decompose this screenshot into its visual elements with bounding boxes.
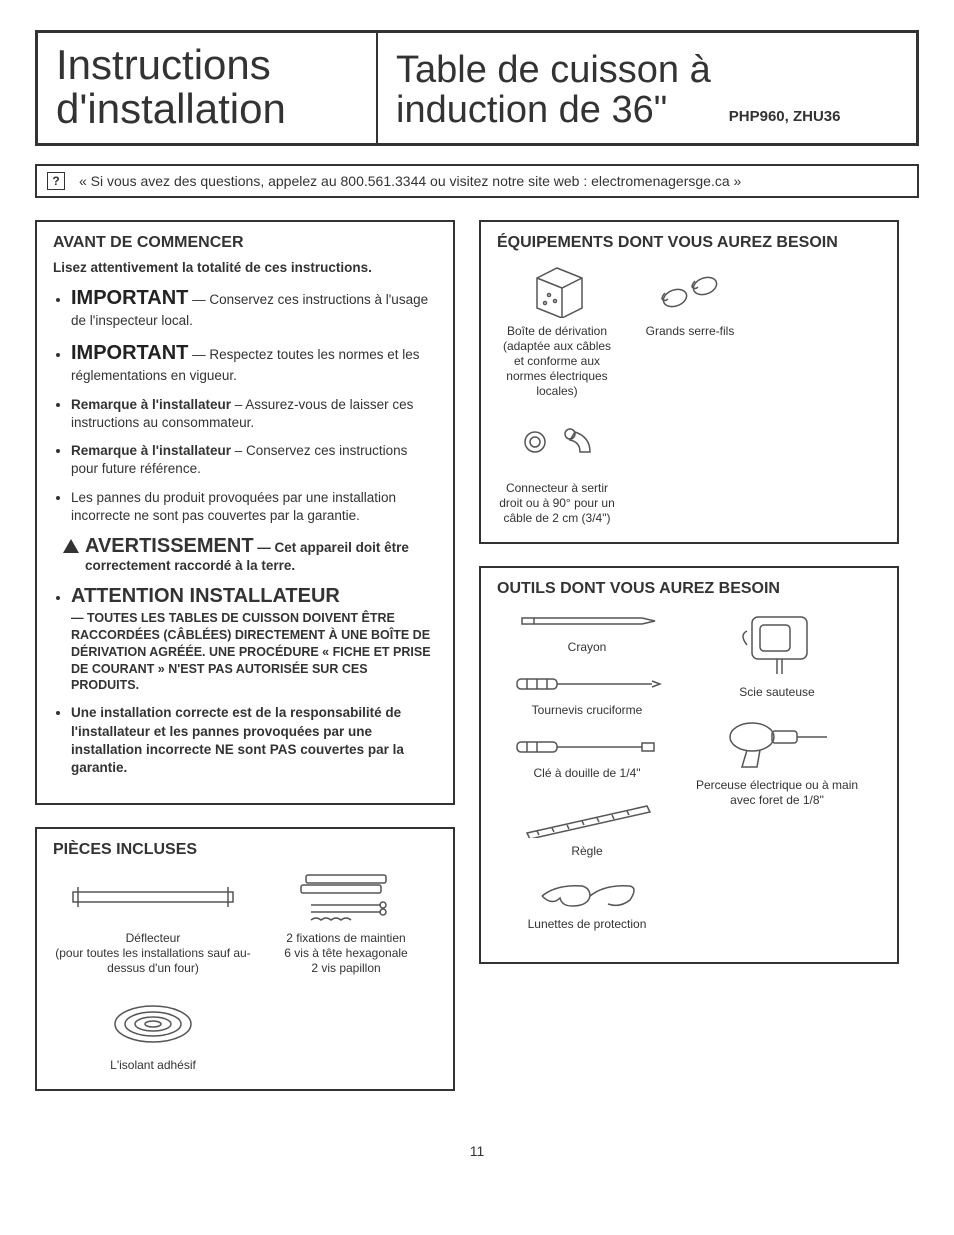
before-bullet1: IMPORTANT — Conservez ces instructions à… [71, 285, 437, 330]
part-brackets: 2 fixations de maintien 6 vis à tête hex… [271, 867, 421, 976]
header-left-line2: d'installation [56, 87, 358, 131]
wirenuts-label: Grands serre-fils [635, 324, 745, 339]
warning-row: AVERTISSEMENT — Cet appareil doit être c… [63, 535, 437, 573]
equipment-box: ÉQUIPEMENTS DONT VOUS AUREZ BESOIN Boîte… [479, 220, 899, 544]
junction-box-icon [497, 260, 617, 320]
equip-wire-nuts: Grands serre-fils [635, 260, 745, 399]
tool-saw: Scie sauteuse [687, 606, 867, 700]
before-list: IMPORTANT — Conservez ces instructions à… [53, 285, 437, 525]
nutdriver-icon [497, 732, 677, 762]
header-left: Instructions d'installation [38, 33, 378, 143]
brackets-l2: 6 vis à tête hexagonale [271, 946, 421, 961]
header-title-line1: Table de cuisson à [396, 49, 711, 91]
equip-junction-box: Boîte de dérivation (adaptée aux câbles … [497, 260, 617, 399]
parts-grid: Déflecteur (pour toutes les installation… [53, 867, 437, 1073]
important-label-1: IMPORTANT [71, 287, 188, 309]
goggles-label: Lunettes de protection [497, 917, 677, 932]
header-right-title: Table de cuisson à induction de 36" [396, 51, 711, 131]
page-number: 11 [35, 1143, 919, 1159]
jbox-l1: Boîte de dérivation [497, 324, 617, 339]
question-icon: ? [47, 172, 65, 190]
ruler-label: Règle [497, 844, 677, 859]
drill-label: Perceuse électrique ou à main avec foret… [687, 778, 867, 808]
parts-title: PIÈCES INCLUSES [53, 841, 437, 859]
deflector-sub: (pour toutes les installations sauf au-d… [53, 946, 253, 976]
header-right: Table de cuisson à induction de 36" PHP9… [378, 33, 916, 143]
main-columns: AVANT DE COMMENCER Lisez attentivement l… [35, 220, 919, 1113]
insulation-label: L'isolant adhésif [53, 1058, 253, 1073]
important-label-2: IMPORTANT [71, 342, 188, 364]
drill-icon [687, 714, 867, 774]
tools-col-left: Crayon Tournevis cruciforme Clé à douill… [497, 606, 677, 946]
tools-box: OUTILS DONT VOUS AUREZ BESOIN Crayon Tou… [479, 566, 899, 964]
tool-ruler: Règle [497, 795, 677, 859]
attention-bullet: ATTENTION INSTALLATEUR — TOUTES LES TABL… [71, 583, 437, 694]
before-title: AVANT DE COMMENCER [53, 234, 437, 252]
pencil-label: Crayon [497, 640, 677, 655]
part-deflector: Déflecteur (pour toutes les installation… [53, 867, 253, 976]
pencil-icon [497, 606, 677, 636]
tool-goggles: Lunettes de protection [497, 873, 677, 932]
attention-list: ATTENTION INSTALLATEUR — TOUTES LES TABL… [53, 583, 437, 777]
tools-grid: Crayon Tournevis cruciforme Clé à douill… [497, 606, 881, 946]
tool-drill: Perceuse électrique ou à main avec foret… [687, 714, 867, 808]
left-column: AVANT DE COMMENCER Lisez attentivement l… [35, 220, 455, 1113]
saw-label: Scie sauteuse [687, 685, 867, 700]
tool-pencil: Crayon [497, 606, 677, 655]
parts-box: PIÈCES INCLUSES Déflecteur (pour toutes … [35, 827, 455, 1091]
before-bullet3: Remarque à l'installateur – Assurez-vous… [71, 396, 437, 432]
question-bar: ? « Si vous avez des questions, appelez … [35, 164, 919, 198]
tools-col-right: Scie sauteuse Perceuse électrique ou à m… [687, 606, 867, 946]
warning-label: AVERTISSEMENT [85, 535, 254, 557]
tool-screwdriver: Tournevis cruciforme [497, 669, 677, 718]
attention-label: ATTENTION INSTALLATEUR [71, 583, 437, 610]
connector-icon [497, 417, 617, 477]
deflector-label: Déflecteur [53, 931, 253, 946]
right-column: ÉQUIPEMENTS DONT VOUS AUREZ BESOIN Boîte… [479, 220, 899, 986]
header-left-line1: Instructions [56, 43, 358, 87]
part-insulation: L'isolant adhésif [53, 994, 253, 1073]
saw-icon [687, 606, 867, 681]
before-bullet2: IMPORTANT — Respectez toutes les normes … [71, 340, 437, 385]
wire-nuts-icon [635, 260, 745, 320]
tool-nutdriver: Clé à douille de 1/4" [497, 732, 677, 781]
deflector-icon [53, 867, 253, 927]
brackets-l1: 2 fixations de maintien [271, 931, 421, 946]
nutdriver-label: Clé à douille de 1/4" [497, 766, 677, 781]
before-bullet4-bold: Remarque à l'installateur [71, 443, 231, 458]
connector-label: Connecteur à sertir droit ou à 90° pour … [497, 481, 617, 526]
equip-connector: Connecteur à sertir droit ou à 90° pour … [497, 417, 617, 526]
before-bullet5: Les pannes du produit provoquées par une… [71, 489, 437, 525]
warning-content: AVERTISSEMENT — Cet appareil doit être c… [85, 535, 437, 573]
question-text: « Si vous avez des questions, appelez au… [79, 173, 741, 189]
before-start-box: AVANT DE COMMENCER Lisez attentivement l… [35, 220, 455, 805]
equipment-title: ÉQUIPEMENTS DONT VOUS AUREZ BESOIN [497, 234, 881, 252]
before-bullet4: Remarque à l'installateur – Conservez ce… [71, 442, 437, 478]
warning-triangle-icon [63, 539, 79, 553]
ruler-icon [497, 795, 677, 840]
attention-body: — TOUTES LES TABLES DE CUISSON DOIVENT Ê… [71, 610, 437, 694]
screwdriver-label: Tournevis cruciforme [497, 703, 677, 718]
before-intro: Lisez attentivement la totalité de ces i… [53, 260, 437, 275]
equipment-grid: Boîte de dérivation (adaptée aux câbles … [497, 260, 881, 526]
before-bullet3-bold: Remarque à l'installateur [71, 397, 231, 412]
screwdriver-icon [497, 669, 677, 699]
header: Instructions d'installation Table de cui… [35, 30, 919, 146]
goggles-icon [497, 873, 677, 913]
brackets-icon [271, 867, 421, 927]
header-models: PHP960, ZHU36 [729, 108, 841, 131]
before-bullet-last: Une installation correcte est de la resp… [71, 704, 437, 777]
header-title-line2: induction de 36" [396, 89, 667, 131]
tools-title: OUTILS DONT VOUS AUREZ BESOIN [497, 580, 881, 598]
jbox-l2: (adaptée aux câbles et conforme aux norm… [497, 339, 617, 399]
insulation-icon [53, 994, 253, 1054]
brackets-l3: 2 vis papillon [271, 961, 421, 976]
